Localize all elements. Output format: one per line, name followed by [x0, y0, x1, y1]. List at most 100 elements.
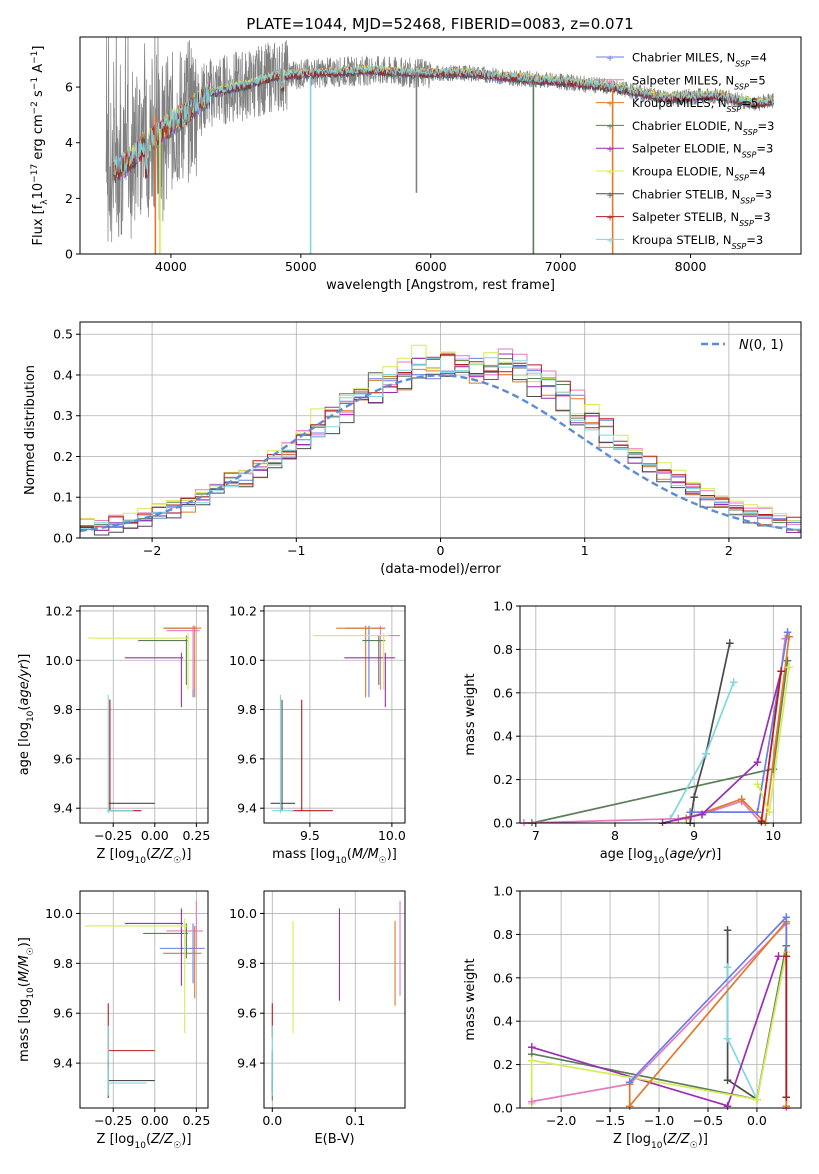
legend-marker-ce: + — [606, 122, 614, 132]
weight-marker-ks: + — [701, 747, 711, 761]
weight-marker-se: + — [697, 807, 707, 821]
x-tick-label: 2 — [725, 543, 733, 558]
legend-label-normal: N(0, 1) — [739, 338, 784, 353]
y-tick-label: 0.4 — [493, 1014, 513, 1029]
y-axis-label: age [log10(age/yr)] — [17, 654, 36, 776]
axes-frame — [519, 605, 802, 824]
x-tick-label: −1.0 — [644, 1113, 674, 1128]
x-tick-label: 6000 — [415, 259, 447, 274]
y-tick-label: 10.0 — [229, 906, 257, 921]
plot-area: +++++++++++++++++++++++++++++++ — [527, 910, 792, 1115]
axes-frame — [519, 890, 802, 1109]
weight-marker-ss: + — [756, 814, 766, 828]
x-tick-label: −2.0 — [546, 1113, 576, 1128]
y-tick-label: 9.6 — [237, 1006, 257, 1021]
x-axis-label: Z [log10(Z/Z☉)] — [97, 1132, 192, 1151]
x-tick-label: 0 — [437, 543, 445, 558]
x-tick-label: 0.0 — [747, 1113, 767, 1128]
legend-label-ss: Salpeter STELIB, NSSP=3 — [632, 210, 771, 228]
y-tick-label: 9.6 — [53, 751, 73, 766]
weight-marker-cs: + — [689, 790, 699, 804]
weight-marker-ce: + — [768, 762, 778, 776]
x-axis-label: E(B-V) — [314, 1132, 354, 1147]
weight-marker-km: + — [681, 812, 691, 826]
weight-marker-se: + — [527, 1040, 537, 1054]
x-tick-label: 0.00 — [141, 828, 169, 843]
y-tick-label: 0.3 — [53, 408, 73, 423]
y-tick-label: 9.6 — [53, 1006, 73, 1021]
x-tick-label: 8 — [611, 828, 619, 843]
y-tick-label: 9.4 — [237, 801, 257, 816]
y-tick-label: 9.8 — [53, 956, 73, 971]
age-vs-mass-panel: 9.5 10.0 9.4 9.6 9.8 10.0 10.2 mass [log10(M/M☉… — [229, 603, 406, 866]
x-axis-label: (data-model)/error — [380, 562, 501, 577]
x-tick-label: 0.00 — [141, 1113, 169, 1128]
y-tick-label: 10.0 — [45, 653, 73, 668]
legend-label-sm: Salpeter MILES, NSSP=5 — [632, 73, 766, 91]
y-axis-label: Flux [fλ10−17 erg cm−2 s−1 A−1] — [30, 46, 50, 246]
y-tick-label: 9.8 — [237, 702, 257, 717]
y-tick-label: 0.4 — [493, 729, 513, 744]
legend-label-cm: Chabrier MILES, NSSP=4 — [632, 51, 767, 69]
y-tick-label: 0.2 — [53, 449, 73, 464]
weight-marker-ke: + — [527, 1097, 537, 1111]
legend-marker-cs: + — [606, 191, 614, 201]
weight-marker-km: + — [760, 816, 770, 830]
x-tick-label: 0.25 — [182, 1113, 210, 1128]
histogram-area — [80, 344, 801, 536]
x-tick-label: 0.0 — [262, 1113, 282, 1128]
weight-marker-km: + — [625, 1099, 635, 1113]
plot-area — [270, 625, 401, 814]
legend-marker-ke: + — [606, 168, 614, 178]
weight-marker-ke: + — [784, 660, 794, 674]
y-tick-label: 0.5 — [53, 327, 73, 342]
weight-marker-sm: + — [781, 1101, 791, 1115]
x-axis-label: Z [log10(Z/Z☉)] — [97, 847, 192, 866]
weight-marker-cm: + — [781, 910, 791, 924]
weight-line-ss — [760, 670, 783, 821]
residuals-panel: −2 −1 0 1 2 0.0 0.1 0.2 0.3 0.4 0.5 (data-model)/er… — [23, 321, 802, 577]
weight-line-cm — [690, 631, 789, 813]
weight-marker-ss: + — [781, 1090, 791, 1104]
weight-marker-cs: + — [725, 636, 735, 650]
x-tick-label: 10 — [765, 828, 781, 843]
mass-vs-reddening-panel: 0.0 0.1 9.4 9.6 9.8 10.0 E(B-V) — [229, 890, 406, 1147]
weight-marker-ks: + — [723, 960, 733, 974]
y-tick-label: 10.0 — [229, 653, 257, 668]
weight-line-ce — [531, 660, 789, 824]
y-tick-label: 9.4 — [237, 1056, 257, 1071]
mass-vs-metallicity-panel: −0.25 0.00 0.25 9.4 9.6 9.8 10.0 Z [log10(Z/Z☉)… — [17, 890, 210, 1151]
weight-marker-ss: + — [776, 664, 786, 678]
x-tick-label: −2 — [143, 543, 161, 558]
weight-marker-km: + — [737, 792, 747, 806]
y-tick-label: 1.0 — [493, 884, 513, 899]
x-tick-label: 9 — [690, 828, 698, 843]
x-axis-label: wavelength [Angstrom, rest frame] — [326, 278, 555, 293]
legend-marker-ks: + — [606, 236, 614, 246]
x-tick-label: −0.25 — [94, 1113, 132, 1128]
weight-marker-cm: + — [625, 1075, 635, 1089]
weight-line-se — [662, 670, 783, 824]
y-tick-label: 10.2 — [45, 603, 73, 618]
x-tick-label: −0.25 — [94, 828, 132, 843]
x-tick-label: −0.5 — [693, 1113, 723, 1128]
residual-histogram-ks — [80, 357, 801, 530]
y-tick-label: 0.0 — [493, 1101, 513, 1116]
weight-marker-sm: + — [780, 632, 790, 646]
x-tick-label: −1 — [287, 543, 305, 558]
y-tick-label: 0.0 — [493, 816, 513, 831]
x-axis-label: age [log10(age/yr)] — [600, 847, 722, 866]
weight-marker-ke: + — [752, 777, 762, 791]
y-tick-label: 0.4 — [53, 367, 73, 382]
legend-label-ke: Kroupa ELODIE, NSSP=4 — [632, 165, 766, 183]
y-tick-label: 0.2 — [493, 772, 513, 787]
weight-line-ke — [530, 951, 788, 1104]
y-tick-label: 9.8 — [53, 702, 73, 717]
y-tick-label: 0.6 — [493, 685, 513, 700]
axes-frame — [79, 36, 802, 255]
plot-area — [271, 900, 401, 1101]
x-tick-label: 1 — [581, 543, 589, 558]
weight-line-cs — [689, 642, 731, 824]
x-tick-label: −1.5 — [595, 1113, 625, 1128]
